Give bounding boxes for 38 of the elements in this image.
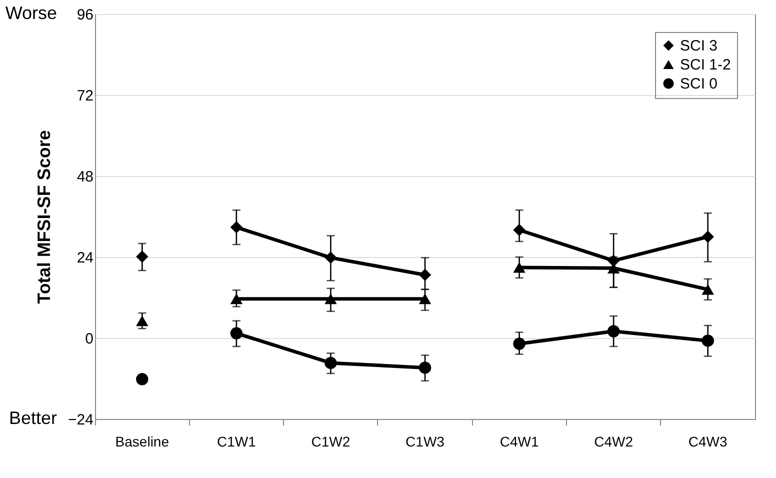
legend-label: SCI 0 — [680, 76, 718, 92]
point — [513, 338, 526, 350]
legend-label: SCI 1-2 — [680, 56, 731, 74]
point — [324, 294, 337, 304]
y-tick-label: 24 — [76, 250, 94, 266]
point — [702, 334, 714, 347]
point — [702, 284, 714, 295]
text: Better — [8, 408, 57, 428]
x-tick-label: C1W2 — [311, 434, 350, 450]
text: Worse — [5, 3, 57, 23]
point — [230, 221, 243, 234]
y-tick-label: 96 — [76, 6, 94, 24]
point — [230, 327, 243, 340]
point — [136, 315, 148, 326]
point — [136, 250, 148, 263]
y-tick-label: 48 — [76, 168, 94, 186]
x-tick-label: C4W2 — [594, 434, 634, 450]
x-tick-label: Baseline — [115, 434, 170, 450]
x-tick-label: C4W3 — [688, 434, 728, 450]
point — [418, 362, 432, 374]
point — [418, 268, 432, 282]
point — [513, 224, 526, 236]
x-tick-label: C4W1 — [500, 434, 539, 450]
point — [513, 262, 526, 273]
y-tick-label: −24 — [68, 412, 94, 428]
point — [230, 294, 243, 304]
y-tick-label: 72 — [76, 88, 94, 104]
point — [324, 252, 337, 264]
y-axis-title: Total MFSI-SF Score — [34, 130, 54, 304]
x-tick-label: C1W1 — [216, 434, 256, 450]
legend-label: SCI 3 — [680, 38, 718, 54]
point — [136, 373, 148, 386]
point — [418, 294, 432, 304]
y-tick-label: 0 — [85, 330, 94, 348]
point — [702, 230, 714, 243]
x-tick-label: C1W3 — [406, 434, 445, 450]
point — [607, 325, 620, 338]
point — [324, 356, 337, 370]
